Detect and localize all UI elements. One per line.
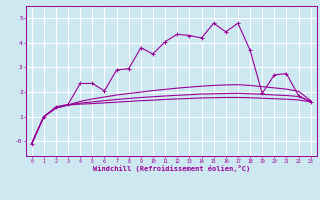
X-axis label: Windchill (Refroidissement éolien,°C): Windchill (Refroidissement éolien,°C): [92, 165, 250, 172]
